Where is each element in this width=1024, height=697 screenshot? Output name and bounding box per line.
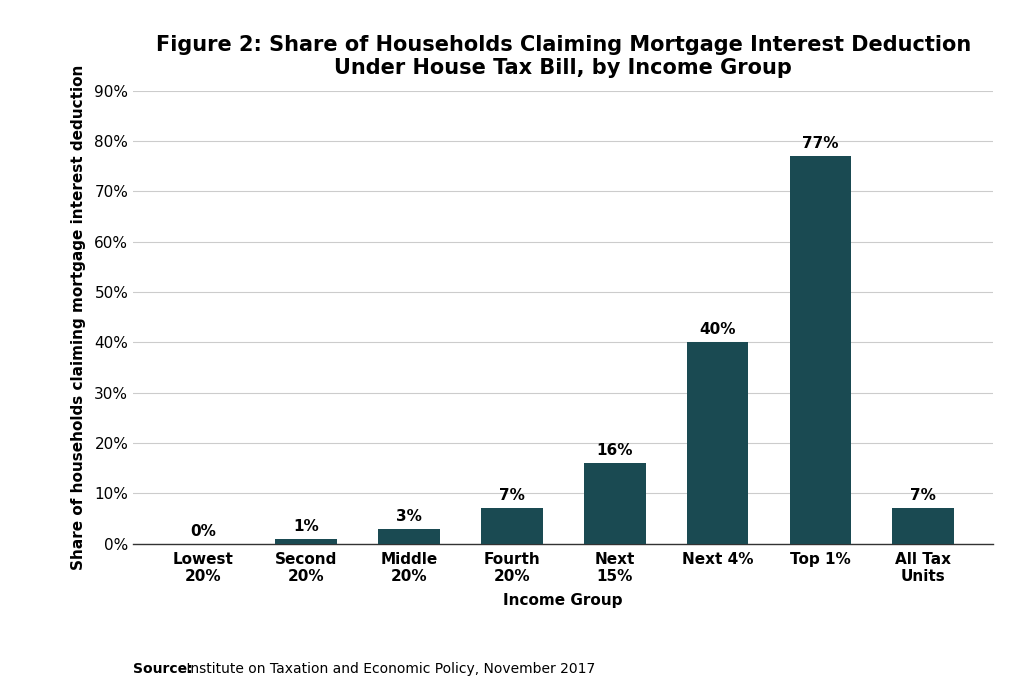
Bar [378,528,439,544]
Text: 3%: 3% [396,509,422,523]
Y-axis label: Share of households claiming mortgage interest deduction: Share of households claiming mortgage in… [71,64,86,570]
Text: 0%: 0% [190,523,216,539]
Bar [687,342,749,544]
Bar [790,156,851,544]
Text: 77%: 77% [802,136,839,151]
Title: Figure 2: Share of Households Claiming Mortgage Interest Deduction
Under House T: Figure 2: Share of Households Claiming M… [156,35,971,78]
Text: 7%: 7% [910,489,936,503]
Text: 40%: 40% [699,322,736,337]
Bar [275,539,337,544]
Text: 1%: 1% [293,519,318,534]
Text: 16%: 16% [596,443,633,458]
Text: Source:: Source: [133,662,193,676]
Bar [893,508,954,544]
Bar [481,508,543,544]
X-axis label: Income Group: Income Group [504,592,623,608]
Text: Institute on Taxation and Economic Policy, November 2017: Institute on Taxation and Economic Polic… [182,662,596,676]
Text: 7%: 7% [499,489,524,503]
Bar [584,463,645,544]
